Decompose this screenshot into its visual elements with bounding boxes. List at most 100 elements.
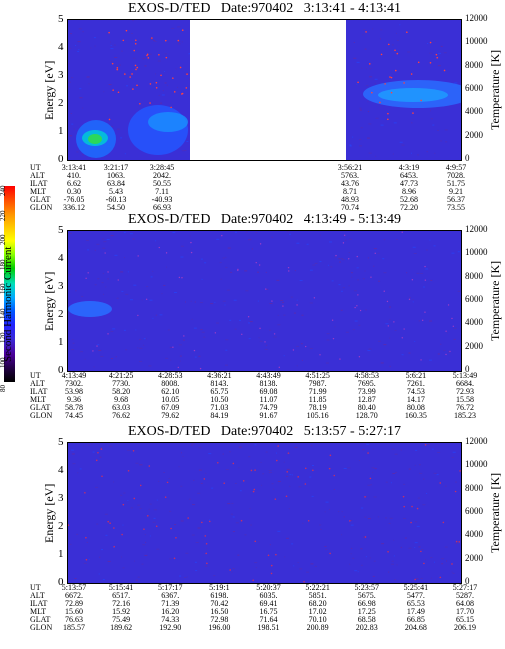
noise-speck: [110, 235, 114, 237]
noise-speck: [249, 321, 253, 323]
ephemeris-value: 0.30: [67, 187, 81, 196]
noise-speck: [103, 241, 107, 243]
noise-speck: [269, 302, 273, 304]
noise-speck: [374, 468, 377, 470]
noise-speck: [419, 472, 423, 474]
noise-speck: [369, 76, 373, 78]
ephemeris-value: 6.62: [67, 179, 81, 188]
ephemeris-value: 5851.: [308, 591, 327, 600]
energy-flux-region: [148, 112, 188, 132]
noise-speck: [375, 117, 379, 119]
ephemeris-value: 72.20: [400, 203, 418, 212]
ephemeris-value: 17.02: [308, 607, 327, 616]
ephemeris-value: 8.71: [343, 187, 357, 196]
noise-speck: [79, 88, 82, 90]
noise-speck: [99, 447, 103, 449]
ephemeris-value: 91.67: [259, 411, 278, 420]
noise-speck: [190, 248, 192, 250]
y2-tick-label: 4000: [465, 317, 483, 328]
temperature-point: [183, 335, 185, 337]
y2-tick-label: 10000: [465, 247, 488, 258]
noise-speck: [445, 485, 447, 487]
noise-speck: [338, 511, 340, 513]
temperature-point: [387, 112, 389, 115]
noise-speck: [77, 51, 80, 53]
noise-speck: [293, 312, 296, 314]
temperature-point: [389, 76, 391, 78]
ephemeris-label: ILAT: [30, 387, 48, 396]
noise-speck: [84, 358, 86, 360]
ephemeris-value: 6035.: [259, 591, 278, 600]
temperature-point: [96, 345, 98, 347]
noise-speck: [254, 444, 257, 446]
noise-speck: [394, 329, 397, 331]
ephemeris-value: 5:15:41: [108, 583, 134, 592]
temperature-point: [449, 350, 451, 353]
noise-speck: [111, 61, 113, 63]
ephemeris-value: 73.55: [447, 203, 465, 212]
noise-speck: [353, 57, 357, 59]
noise-speck: [379, 38, 381, 40]
noise-speck: [448, 351, 451, 353]
noise-speck: [123, 492, 126, 494]
temperature-point: [357, 81, 359, 84]
ephemeris-value: 79.62: [161, 411, 180, 420]
temperature-point: [447, 304, 450, 306]
noise-speck: [191, 444, 193, 446]
temperature-point: [131, 73, 133, 75]
temperature-point: [408, 298, 411, 301]
noise-speck: [76, 533, 79, 535]
colorbar-tick-label: 200: [0, 234, 7, 246]
ephemeris-value: 43.76: [341, 179, 359, 188]
ephemeris-value: 8.96: [402, 187, 416, 196]
noise-speck: [203, 539, 205, 541]
noise-speck: [110, 358, 113, 360]
noise-speck: [437, 65, 441, 67]
noise-speck: [363, 29, 366, 31]
temperature-point: [390, 76, 393, 79]
temperature-point: [271, 300, 273, 302]
noise-speck: [231, 502, 234, 504]
temperature-point: [459, 470, 461, 472]
noise-speck: [260, 461, 262, 463]
temperature-point: [370, 276, 372, 278]
noise-speck: [277, 324, 281, 326]
noise-speck: [71, 453, 75, 455]
noise-speck: [408, 352, 411, 354]
noise-speck: [453, 327, 457, 329]
temperature-point: [451, 563, 453, 565]
noise-speck: [137, 576, 140, 578]
ephemeris-value: 68.58: [357, 615, 376, 624]
noise-speck: [446, 332, 448, 334]
noise-speck: [429, 320, 433, 322]
noise-speck: [113, 44, 116, 46]
noise-speck: [365, 556, 367, 558]
ephemeris-value: 198.51: [257, 623, 280, 632]
noise-speck: [178, 344, 182, 346]
ephemeris-value: 15.58: [456, 395, 474, 404]
y2-tick-label: 0: [465, 364, 470, 374]
noise-speck: [105, 534, 108, 536]
noise-speck: [312, 264, 316, 266]
noise-speck: [362, 449, 365, 451]
temperature-point: [292, 349, 295, 351]
temperature-point: [113, 527, 115, 529]
noise-speck: [372, 575, 375, 577]
noise-speck: [127, 500, 129, 502]
ephemeris-value: 185.23: [454, 411, 476, 420]
ephemeris-value: 200.89: [306, 623, 329, 632]
plot-frame: [67, 230, 462, 372]
noise-speck: [178, 466, 180, 468]
noise-speck: [289, 474, 292, 476]
noise-speck: [72, 342, 75, 344]
y-tick-label: 1: [58, 336, 64, 348]
ephemeris-value: 202.83: [355, 623, 378, 632]
noise-speck: [155, 240, 157, 242]
noise-speck: [394, 579, 397, 581]
noise-speck: [229, 451, 232, 453]
noise-speck: [86, 541, 88, 543]
noise-speck: [153, 517, 156, 519]
noise-speck: [326, 339, 330, 341]
noise-speck: [132, 20, 135, 22]
noise-speck: [145, 338, 147, 340]
